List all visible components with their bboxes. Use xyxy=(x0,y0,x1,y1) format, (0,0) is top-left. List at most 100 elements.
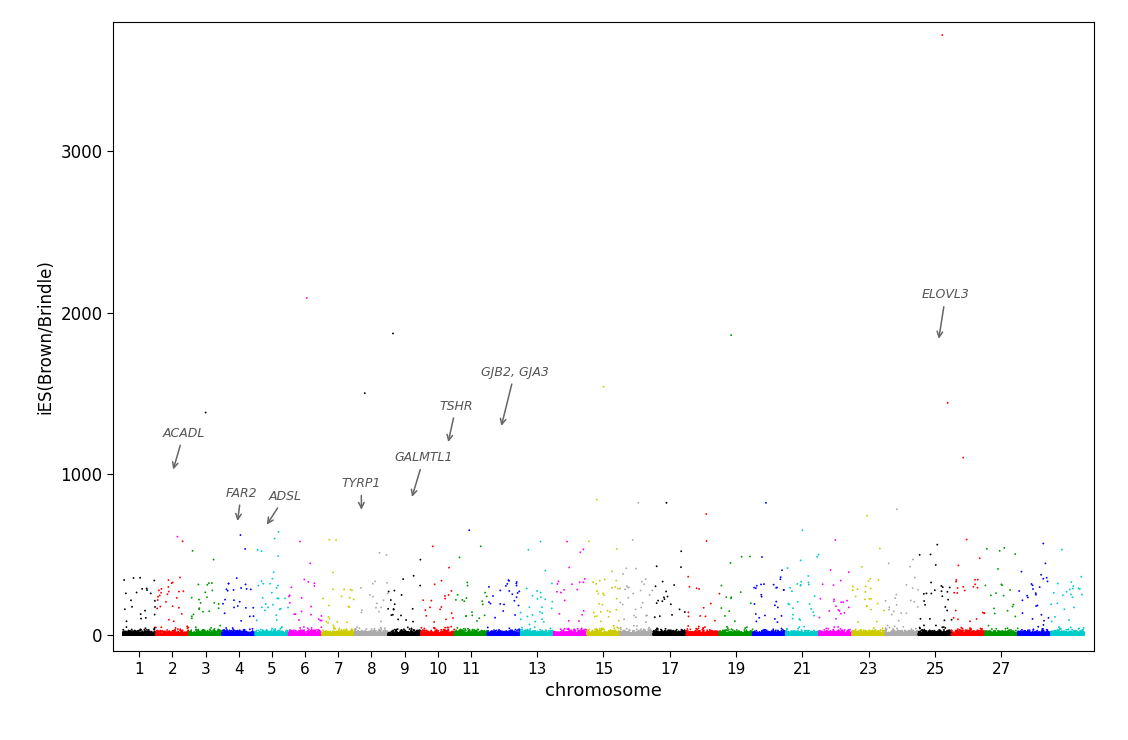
Point xyxy=(1068,629,1086,641)
Point xyxy=(1011,628,1029,639)
Point xyxy=(788,628,807,639)
Point xyxy=(384,628,402,640)
Point xyxy=(1031,628,1049,640)
Point xyxy=(1065,629,1083,641)
Point xyxy=(613,628,631,640)
Point xyxy=(331,627,349,639)
Point xyxy=(810,628,828,640)
Point xyxy=(420,628,438,640)
Point xyxy=(134,629,152,641)
Point xyxy=(360,629,378,641)
Point xyxy=(540,629,558,641)
Point xyxy=(1073,628,1091,640)
Point xyxy=(964,625,982,637)
Point xyxy=(687,628,705,640)
Point xyxy=(405,629,423,641)
Point xyxy=(802,628,820,639)
Point xyxy=(408,625,426,636)
Point xyxy=(794,628,812,640)
Point xyxy=(298,628,316,640)
Point xyxy=(333,629,351,641)
Point xyxy=(879,628,897,639)
Point xyxy=(184,629,202,641)
Point xyxy=(311,625,329,637)
Point xyxy=(689,625,707,637)
Point xyxy=(132,629,150,641)
Point xyxy=(421,602,439,613)
Point xyxy=(996,627,1014,639)
Point xyxy=(121,628,139,640)
Point xyxy=(1049,578,1067,590)
Point xyxy=(994,625,1012,637)
Point xyxy=(1029,628,1047,640)
Point xyxy=(546,628,564,640)
Point xyxy=(751,629,769,641)
Point xyxy=(291,628,309,639)
Point xyxy=(724,628,742,640)
Point xyxy=(364,629,382,641)
Point xyxy=(799,629,817,641)
Point xyxy=(860,629,878,641)
Point xyxy=(320,629,338,641)
Point xyxy=(166,629,184,641)
Point xyxy=(832,628,851,639)
Point xyxy=(271,629,289,641)
Point xyxy=(922,576,940,588)
Point xyxy=(627,629,645,641)
Point xyxy=(876,628,895,640)
Point xyxy=(902,628,920,640)
Point xyxy=(559,624,578,636)
Point xyxy=(865,628,883,640)
Point xyxy=(907,628,925,639)
Point xyxy=(580,624,598,636)
Point xyxy=(714,625,732,636)
Point xyxy=(679,629,697,641)
Point xyxy=(477,629,495,641)
Point xyxy=(573,628,591,640)
Point xyxy=(873,627,891,639)
Point xyxy=(584,576,602,588)
Point xyxy=(558,629,576,641)
Point xyxy=(1034,629,1052,641)
Point xyxy=(1054,628,1072,639)
Point xyxy=(466,625,484,636)
Point xyxy=(813,628,831,640)
Point xyxy=(492,627,510,639)
Point xyxy=(502,625,520,636)
Point xyxy=(273,621,291,633)
Point xyxy=(565,628,583,640)
Point xyxy=(418,629,437,641)
Point xyxy=(911,628,929,640)
Point xyxy=(818,629,836,641)
Point xyxy=(958,625,976,636)
Point xyxy=(256,628,274,640)
Point xyxy=(1022,628,1040,639)
Point xyxy=(468,627,486,639)
Point xyxy=(865,628,883,640)
Point xyxy=(493,629,511,641)
Point xyxy=(1039,625,1057,636)
Point xyxy=(744,628,763,639)
Point xyxy=(398,628,416,639)
Point xyxy=(429,627,447,639)
Point xyxy=(832,629,851,641)
Point xyxy=(601,626,619,638)
Point xyxy=(479,626,497,638)
Point xyxy=(611,622,629,633)
Point xyxy=(461,629,479,641)
Point xyxy=(662,599,680,610)
Point xyxy=(545,628,563,640)
Point xyxy=(1054,629,1072,641)
Point xyxy=(512,627,530,639)
Point xyxy=(398,629,416,641)
Point xyxy=(276,628,294,640)
Point xyxy=(779,628,797,639)
Point xyxy=(315,628,333,639)
Point xyxy=(627,628,645,640)
Point xyxy=(159,629,177,641)
Point xyxy=(719,628,737,639)
Point xyxy=(237,628,255,640)
Point xyxy=(703,628,721,640)
Point xyxy=(716,628,734,639)
Point xyxy=(156,629,174,641)
